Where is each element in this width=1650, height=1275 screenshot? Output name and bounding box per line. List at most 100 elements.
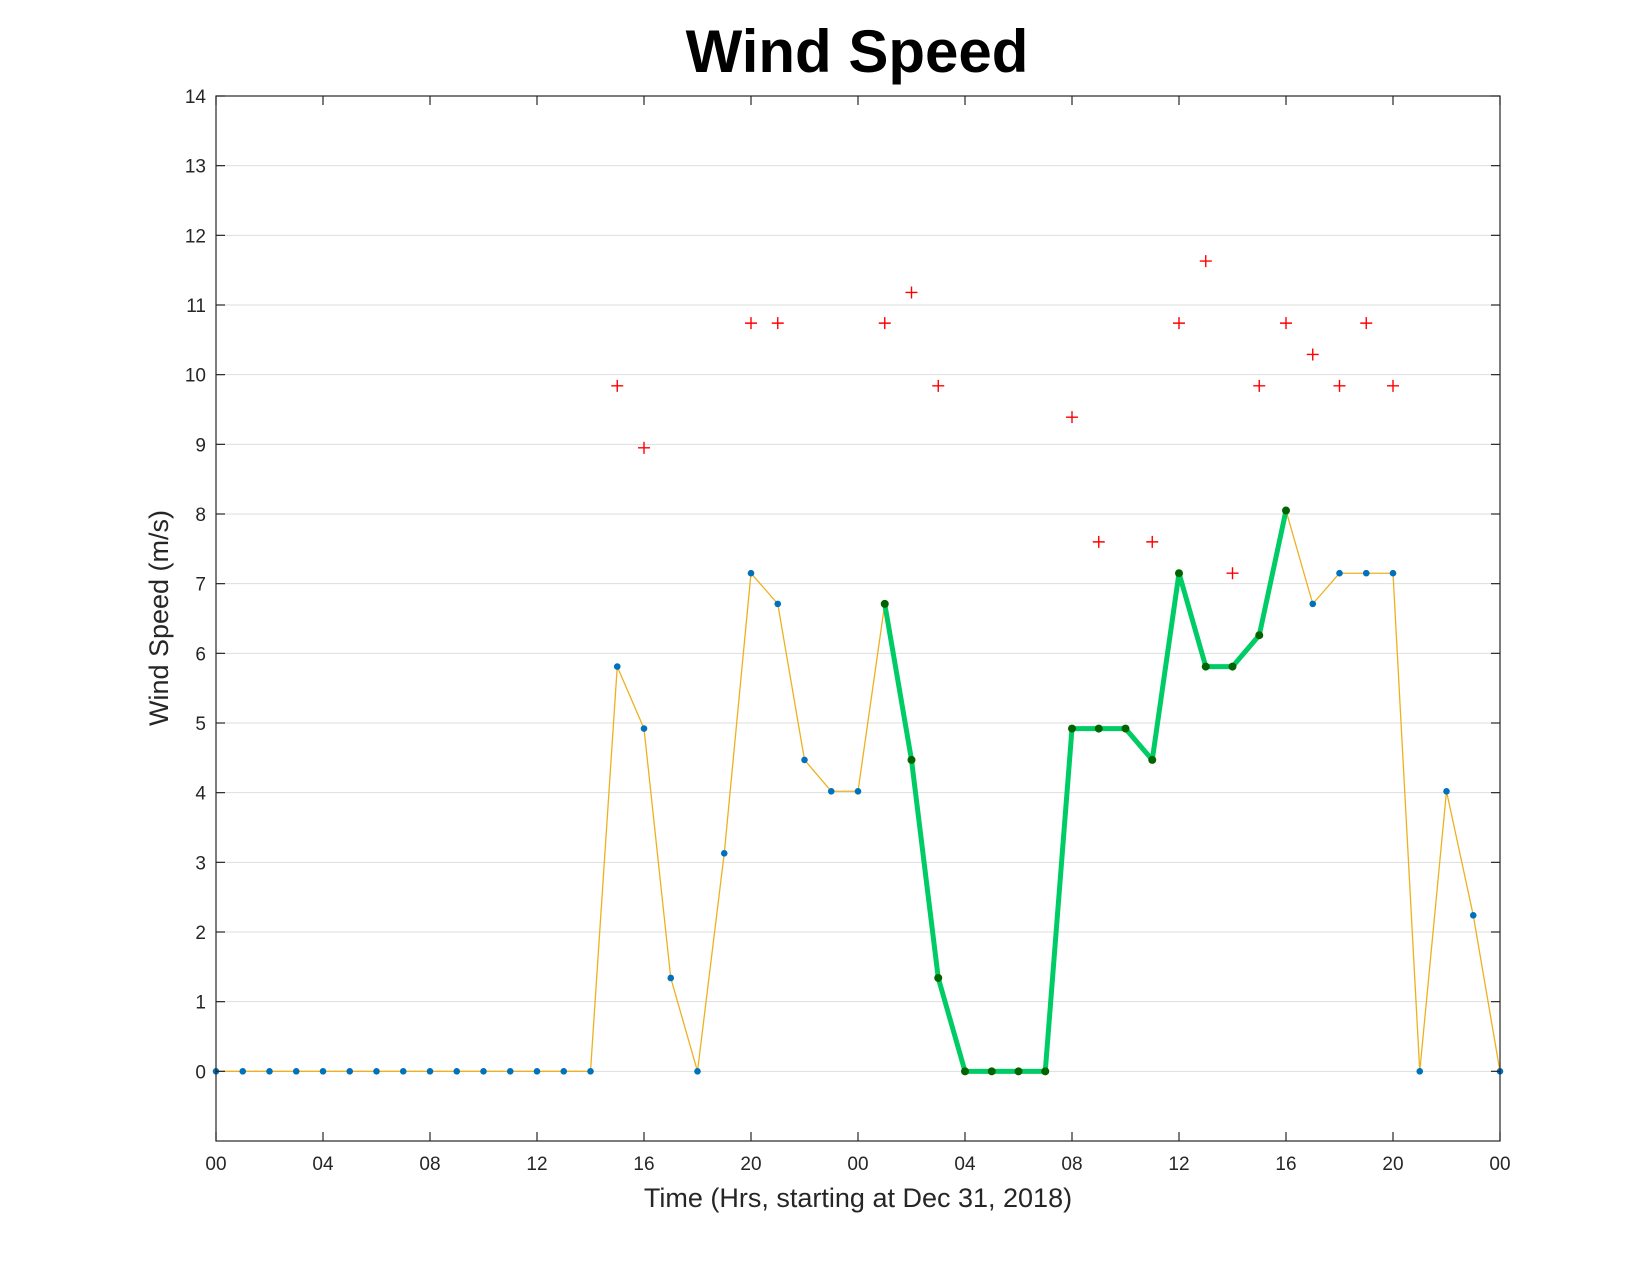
- hourly-wind-point: [613, 663, 621, 670]
- hourly-wind-point: [1389, 569, 1397, 577]
- hourly-wind-point: [239, 1068, 247, 1075]
- gust-point: [611, 379, 624, 392]
- x-tick-label: 12: [526, 1154, 547, 1175]
- hourly-wind-point: [533, 1068, 541, 1075]
- hourly-wind-point: [694, 1068, 701, 1075]
- gust-point: [1173, 317, 1185, 330]
- hourly-wind-point: [1362, 569, 1370, 577]
- highlight-wind-line: [882, 508, 1289, 1074]
- gust-point: [1226, 567, 1239, 580]
- gust-point: [878, 317, 891, 330]
- gust-point: [1360, 317, 1373, 330]
- hourly-wind-point: [266, 1068, 273, 1075]
- x-tick-label: 08: [1061, 1154, 1082, 1175]
- hourly-wind-point: [640, 725, 648, 732]
- y-tick-label: 4: [195, 784, 206, 805]
- x-tick-label: 00: [847, 1154, 868, 1175]
- hourly-wind-point: [667, 974, 675, 982]
- highlight-wind-point: [1255, 631, 1264, 640]
- highlight-wind-point: [880, 599, 889, 608]
- hourly-wind-point: [453, 1068, 461, 1075]
- hourly-wind-point: [774, 600, 782, 608]
- plot-series: [212, 255, 1504, 1076]
- y-tick-label: 3: [195, 853, 206, 874]
- y-tick-label: 2: [195, 923, 206, 944]
- highlight-wind-point: [1148, 755, 1157, 764]
- gust-point: [771, 317, 784, 330]
- y-axis-label: Wind Speed (m/s): [144, 510, 174, 726]
- y-tick-label: 9: [195, 435, 206, 456]
- highlight-wind-point: [1094, 724, 1103, 733]
- y-tick-label: 1: [195, 993, 206, 1014]
- highlight-wind-point: [907, 755, 916, 764]
- x-tick-label: 00: [1489, 1154, 1510, 1175]
- hourly-wind-point: [1469, 911, 1477, 919]
- y-tick-label: 6: [195, 644, 206, 665]
- hourly-wind-point: [373, 1068, 380, 1075]
- highlight-wind-point: [1228, 662, 1237, 671]
- y-tick-label: 8: [195, 505, 206, 526]
- x-tick-label: 04: [312, 1154, 334, 1175]
- y-tick-label: 12: [185, 226, 206, 247]
- hourly-wind-point: [587, 1068, 594, 1075]
- hourly-wind-point: [506, 1068, 514, 1075]
- highlight-wind-point: [1041, 1067, 1050, 1076]
- highlight-wind-point: [1175, 569, 1183, 578]
- gust-point: [932, 379, 945, 392]
- x-tick-label: 20: [1382, 1154, 1403, 1175]
- gust-point: [1387, 379, 1399, 392]
- y-tick-label: 10: [185, 366, 206, 387]
- hourly-wind-point: [346, 1068, 354, 1075]
- highlight-wind-point: [1014, 1067, 1023, 1076]
- highlight-wind-point: [934, 973, 943, 982]
- y-tick-label: 7: [195, 575, 206, 596]
- chart-title: Wind Speed: [686, 18, 1029, 85]
- gust-point: [905, 286, 918, 299]
- highlight-wind-point: [961, 1067, 969, 1076]
- x-tick-label: 08: [419, 1154, 440, 1175]
- hourly-wind-point: [1416, 1068, 1424, 1075]
- hourly-wind-point: [747, 569, 755, 577]
- hourly-wind-point: [1336, 569, 1343, 577]
- highlight-wind-point: [987, 1067, 996, 1076]
- hourly-wind-point: [292, 1068, 300, 1075]
- x-tick-label: 12: [1168, 1154, 1189, 1175]
- hourly-wind-point: [319, 1068, 327, 1075]
- y-tick-label: 11: [186, 296, 206, 317]
- highlight-wind-point: [1121, 724, 1130, 733]
- y-tick-label: 13: [185, 157, 206, 178]
- gust-point: [1280, 317, 1292, 330]
- y-tick-label: 14: [185, 87, 207, 108]
- x-axis-label: Time (Hrs, starting at Dec 31, 2018): [644, 1183, 1072, 1213]
- gust-point: [638, 441, 650, 454]
- x-tick-label: 16: [633, 1154, 654, 1175]
- hourly-wind-point: [560, 1068, 568, 1075]
- gust-point: [1333, 379, 1346, 392]
- gust-point: [1199, 255, 1212, 268]
- y-tick-label: 0: [195, 1062, 206, 1083]
- gust-point: [1146, 535, 1159, 548]
- hourly-wind-point: [854, 787, 862, 795]
- hourly-wind-point: [827, 787, 835, 795]
- x-tick-label: 00: [205, 1154, 226, 1175]
- y-tick-label: 5: [195, 714, 206, 735]
- highlight-wind-point: [1282, 506, 1290, 515]
- hourly-wind-point: [1443, 787, 1450, 795]
- hourly-wind-point: [399, 1068, 407, 1075]
- hourly-wind-point: [801, 756, 808, 764]
- highlight-wind-point: [1201, 662, 1210, 671]
- gust-point: [1066, 411, 1078, 424]
- x-tick-label: 20: [740, 1154, 761, 1175]
- hourly-wind-point: [1309, 600, 1317, 608]
- highlight-wind-point: [1068, 724, 1076, 733]
- hourly-wind-point: [480, 1068, 487, 1075]
- gust-point: [1092, 535, 1105, 548]
- hourly-wind-point: [426, 1068, 434, 1075]
- gust-point: [1253, 379, 1266, 392]
- gust-point: [745, 317, 757, 330]
- gust-point: [1306, 348, 1319, 361]
- hourly-wind-point: [720, 849, 728, 857]
